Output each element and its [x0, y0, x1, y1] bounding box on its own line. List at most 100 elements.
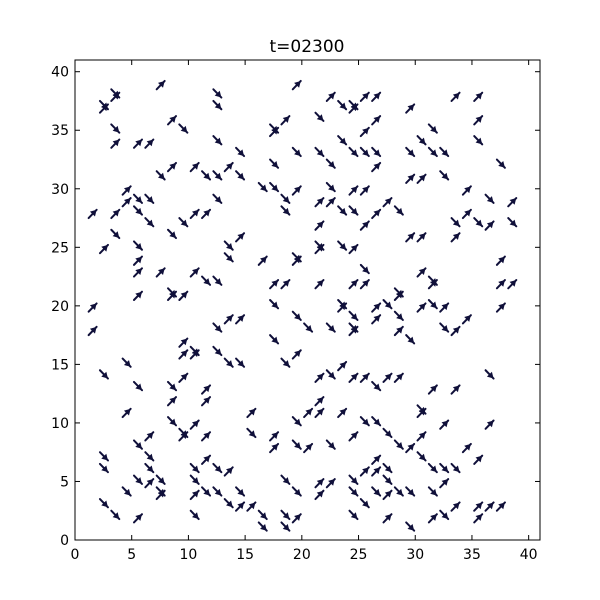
arrow-head [101, 453, 108, 461]
arrow-head [339, 408, 347, 416]
y-tick-label: 25 [51, 240, 69, 256]
quiver-arrow [110, 208, 121, 220]
quiver-arrow [473, 115, 484, 126]
quiver-arrow [178, 337, 189, 348]
y-tick-label: 15 [51, 357, 69, 373]
quiver-arrow [212, 275, 223, 286]
quiver-arrow [416, 135, 427, 146]
quiver-arrow [167, 380, 178, 392]
arrow-head [146, 479, 154, 486]
quiver-arrow [178, 290, 189, 301]
quiver-arrow [257, 255, 268, 266]
arrow-head [441, 324, 449, 332]
arrow-head [452, 385, 460, 393]
arrow-head [464, 443, 471, 451]
arrow-head [271, 127, 279, 135]
quiver-arrow [269, 279, 280, 290]
arrow-head [373, 383, 381, 391]
y-tick-label: 20 [51, 299, 69, 315]
arrow-head [169, 291, 177, 299]
arrow-head [350, 488, 358, 496]
quiver-arrow [257, 509, 268, 521]
arrow-head [328, 371, 335, 379]
arrow-head [328, 92, 335, 100]
arrow-head [260, 256, 267, 264]
arrow-head [430, 488, 437, 496]
quiver-arrow [393, 439, 404, 450]
arrow-head [373, 455, 381, 463]
quiver-arrow [325, 369, 336, 380]
arrow-head [237, 233, 245, 240]
quiver-arrow [110, 509, 121, 521]
arrow-head [350, 280, 358, 287]
arrow-head [384, 430, 392, 438]
quiver-arrow [269, 158, 280, 169]
arrow-head [452, 502, 460, 510]
arrow-head [203, 488, 211, 496]
quiver-arrow [291, 486, 302, 497]
arrow-head [464, 209, 471, 217]
arrow-head [509, 198, 517, 205]
arrow-head [441, 303, 449, 311]
quiver-arrow [427, 299, 438, 310]
quiver-arrow [427, 462, 438, 474]
arrow-head [169, 116, 177, 123]
arrow-head [396, 373, 403, 381]
arrow-head [362, 149, 369, 157]
arrow-head [248, 408, 256, 416]
quiver-arrow [382, 474, 393, 485]
arrow-head [384, 373, 392, 381]
arrow-head [294, 514, 301, 521]
arrow-head [101, 371, 108, 379]
arrow-head [430, 514, 437, 521]
arrow-head [180, 373, 188, 381]
quiver-arrow [314, 220, 325, 231]
quiver-arrow [212, 99, 223, 111]
arrow-head [407, 488, 415, 496]
quiver-arrow [132, 205, 143, 216]
arrow-head [282, 196, 290, 203]
arrow-head [203, 432, 211, 439]
quiver-arrow [280, 509, 291, 521]
arrow-head [362, 221, 369, 229]
quiver-arrow [439, 478, 450, 489]
quiver-arrow [280, 474, 291, 485]
arrow-head [203, 209, 211, 217]
x-axis: 0 5 10 15 20 25 30 35 40 [71, 60, 538, 563]
arrow-head [373, 303, 381, 311]
quiver-arrow [461, 208, 472, 220]
arrow-head [475, 502, 483, 510]
quiver-arrow [110, 138, 121, 149]
quiver-arrow [461, 442, 472, 454]
quiver-arrow [359, 263, 370, 275]
quiver-arrow [235, 146, 246, 158]
quiver-arrow [144, 431, 155, 442]
quiver-arrow [348, 372, 359, 383]
arrow-head [237, 149, 245, 157]
arrow-head [350, 373, 358, 381]
arrow-head [294, 149, 301, 157]
quiver-arrow [314, 489, 325, 501]
quiver-arrow [382, 427, 393, 439]
arrow-head [101, 244, 108, 252]
quiver-arrow [371, 161, 382, 173]
arrow-head [475, 116, 483, 123]
arrow-head [452, 465, 460, 473]
quiver-arrow [427, 146, 438, 158]
quiver-arrow [212, 462, 223, 474]
arrow-head [157, 477, 165, 484]
y-tick-label: 30 [51, 182, 69, 198]
quiver-arrow [121, 486, 132, 497]
arrow-head [362, 467, 369, 475]
arrow-head [328, 198, 335, 205]
quiver-arrow [382, 197, 393, 208]
quiver-arrow [223, 240, 234, 251]
quiver-arrow [348, 310, 359, 321]
y-tick-label: 40 [51, 65, 69, 81]
quiver-arrow [223, 161, 234, 173]
quiver-arrow [405, 486, 416, 497]
quiver-arrow [359, 498, 370, 509]
quiver-arrow [393, 290, 404, 301]
arrow-head [169, 231, 177, 239]
quiver-arrow [303, 407, 314, 419]
